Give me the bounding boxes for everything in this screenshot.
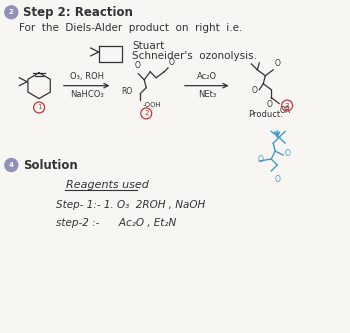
Text: RO: RO <box>121 87 132 96</box>
Text: 3: 3 <box>285 103 289 109</box>
Circle shape <box>5 6 18 19</box>
Text: Product.: Product. <box>248 111 283 120</box>
Text: Ac₂O: Ac₂O <box>197 72 217 81</box>
Text: O: O <box>274 59 280 68</box>
Text: 2: 2 <box>9 9 14 15</box>
Text: Stuart: Stuart <box>132 41 164 51</box>
Circle shape <box>5 159 18 171</box>
Text: OR: OR <box>279 106 290 115</box>
Text: For  the  Diels-Alder  product  on  right  i.e.: For the Diels-Alder product on right i.e… <box>19 23 243 33</box>
Text: Reagents used: Reagents used <box>66 180 149 190</box>
Text: Schneider's  ozonolysis.: Schneider's ozonolysis. <box>132 51 257 61</box>
Text: 4: 4 <box>9 162 14 168</box>
Text: O: O <box>251 86 257 95</box>
Text: 2: 2 <box>144 111 148 117</box>
Text: Step 2: Reaction: Step 2: Reaction <box>23 6 133 19</box>
Text: O₃, ROH: O₃, ROH <box>70 72 104 81</box>
Text: NEt₃: NEt₃ <box>198 90 216 99</box>
Text: O: O <box>134 61 140 70</box>
Text: NaHCO₃: NaHCO₃ <box>70 90 104 99</box>
Text: O: O <box>284 149 290 158</box>
Text: O: O <box>257 155 263 164</box>
Text: O: O <box>169 58 175 67</box>
Text: O: O <box>266 100 272 109</box>
Text: Step- 1:- 1. O₃  2ROH , NaOH: Step- 1:- 1. O₃ 2ROH , NaOH <box>56 200 205 210</box>
Text: step-2 :-      Ac₂O , Et₂N: step-2 :- Ac₂O , Et₂N <box>56 217 176 227</box>
Text: -OOH: -OOH <box>142 102 161 108</box>
Text: O: O <box>274 175 280 184</box>
Text: Solution: Solution <box>23 159 78 171</box>
Text: 1: 1 <box>37 105 41 111</box>
